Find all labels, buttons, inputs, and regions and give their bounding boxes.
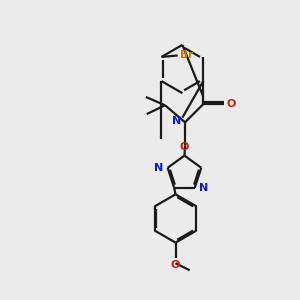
Text: N: N — [154, 163, 163, 173]
Text: O: O — [180, 142, 189, 152]
Text: N: N — [199, 183, 208, 193]
Text: Br: Br — [180, 50, 193, 61]
Text: O: O — [227, 99, 236, 109]
Text: O: O — [171, 260, 180, 270]
Text: N: N — [172, 116, 181, 126]
